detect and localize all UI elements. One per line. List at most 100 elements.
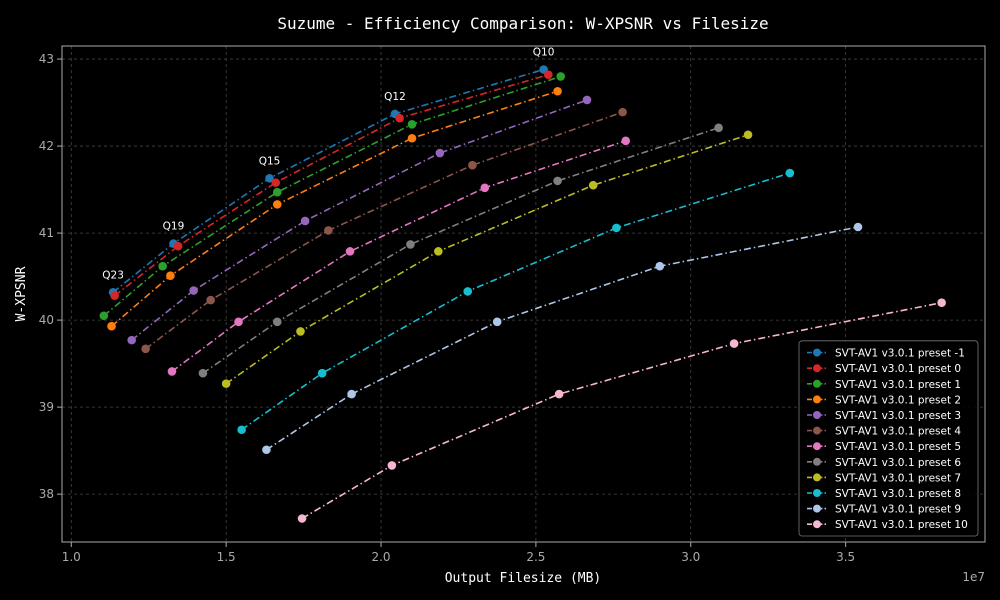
legend-item: SVT-AV1 v3.0.1 preset 6 bbox=[807, 457, 961, 469]
legend-label: SVT-AV1 v3.0.1 preset 9 bbox=[835, 504, 961, 516]
annotation-label: Q23 bbox=[102, 269, 124, 281]
annotation-label: Q15 bbox=[259, 155, 281, 167]
data-point bbox=[435, 148, 445, 158]
series-7 bbox=[198, 123, 723, 378]
legend-marker bbox=[813, 520, 821, 529]
data-point bbox=[297, 514, 307, 523]
data-point bbox=[272, 200, 282, 209]
y-tick-label: 41 bbox=[39, 226, 54, 240]
data-point bbox=[543, 70, 553, 80]
ticks-layer: 1.0 1.5 2.0 2.5 3.0 3.5 38 39 40 41 42 43 bbox=[39, 52, 855, 564]
legend-item: SVT-AV1 v3.0.1 preset 4 bbox=[807, 426, 961, 438]
data-point bbox=[198, 368, 208, 378]
series-10 bbox=[262, 222, 863, 455]
data-point bbox=[107, 321, 116, 331]
legend: SVT-AV1 v3.0.1 preset -1 SVT-AV1 v3.0.1 p… bbox=[798, 340, 979, 537]
legend-marker bbox=[813, 473, 821, 482]
legend-label: SVT-AV1 v3.0.1 preset 3 bbox=[835, 410, 961, 422]
x-tick-label: 3.5 bbox=[836, 550, 855, 564]
series-line bbox=[131, 99, 588, 341]
legend-item: SVT-AV1 v3.0.1 preset 10 bbox=[807, 519, 968, 531]
data-point bbox=[612, 223, 621, 233]
series-line bbox=[171, 140, 626, 373]
data-point bbox=[317, 368, 327, 378]
legend-marker bbox=[813, 348, 821, 357]
data-point bbox=[655, 261, 665, 271]
annotation-label: Q10 bbox=[533, 46, 555, 58]
legend-label: SVT-AV1 v3.0.1 preset 8 bbox=[835, 488, 961, 500]
legend-marker bbox=[813, 442, 821, 451]
x-tick-label: 1.0 bbox=[62, 550, 81, 564]
data-point bbox=[553, 86, 562, 96]
legend-box bbox=[798, 340, 979, 537]
y-tick-label: 42 bbox=[39, 139, 54, 153]
data-point bbox=[167, 367, 177, 376]
legend-marker bbox=[813, 364, 821, 373]
series-layer bbox=[99, 65, 946, 523]
legend-label: SVT-AV1 v3.0.1 preset 10 bbox=[835, 519, 968, 531]
data-point bbox=[463, 287, 473, 296]
data-point bbox=[166, 271, 175, 281]
legend-label: SVT-AV1 v3.0.1 preset 2 bbox=[835, 394, 961, 406]
x-axis-label: Output Filesize (MB) bbox=[445, 571, 602, 586]
legend-item: SVT-AV1 v3.0.1 preset 9 bbox=[807, 504, 961, 516]
legend-item: SVT-AV1 v3.0.1 preset 3 bbox=[807, 410, 961, 422]
data-point bbox=[407, 120, 417, 129]
series-5 bbox=[141, 107, 627, 354]
data-point bbox=[407, 133, 417, 143]
data-point bbox=[492, 317, 502, 327]
data-point bbox=[173, 241, 183, 251]
data-point bbox=[345, 247, 355, 256]
legend-marker bbox=[813, 411, 821, 419]
x-tick-label: 3.0 bbox=[681, 550, 700, 564]
legend-label: SVT-AV1 v3.0.1 preset 0 bbox=[835, 363, 961, 375]
data-point bbox=[480, 183, 490, 193]
data-point bbox=[221, 379, 231, 388]
legend-marker bbox=[813, 504, 821, 513]
series-0 bbox=[108, 65, 548, 297]
chart-title: Suzume - Efficiency Comparison: W-XPSNR … bbox=[277, 14, 768, 33]
data-point bbox=[468, 160, 477, 170]
legend-label: SVT-AV1 v3.0.1 preset 6 bbox=[835, 457, 961, 469]
annotation-layer: Q23 Q19 Q15 Q12 Q10 bbox=[102, 46, 554, 281]
plot-frame bbox=[61, 45, 986, 543]
data-point bbox=[553, 176, 562, 186]
series-9 bbox=[237, 168, 795, 435]
data-point bbox=[265, 173, 274, 183]
data-point bbox=[110, 291, 119, 301]
data-point bbox=[127, 335, 136, 345]
y-tick-label: 43 bbox=[39, 52, 54, 66]
data-point bbox=[296, 327, 305, 336]
data-point bbox=[262, 445, 271, 455]
data-point bbox=[714, 123, 723, 133]
data-point bbox=[588, 180, 598, 190]
data-point bbox=[618, 107, 627, 117]
series-line bbox=[202, 127, 719, 374]
x-exponent-label: 1e7 bbox=[962, 570, 985, 584]
data-point bbox=[387, 461, 397, 470]
data-point bbox=[621, 136, 631, 146]
data-point bbox=[582, 95, 592, 105]
annotation-label: Q19 bbox=[163, 221, 185, 233]
y-tick-label: 38 bbox=[39, 487, 54, 501]
legend-label: SVT-AV1 v3.0.1 preset 5 bbox=[835, 441, 961, 453]
legend-item: SVT-AV1 v3.0.1 preset 8 bbox=[807, 488, 961, 500]
data-point bbox=[729, 339, 739, 348]
data-point bbox=[324, 226, 333, 235]
data-point bbox=[556, 72, 565, 81]
legend-item: SVT-AV1 v3.0.1 preset 7 bbox=[807, 472, 961, 484]
data-point bbox=[743, 130, 753, 140]
data-point bbox=[937, 298, 946, 308]
y-axis-label: W-XPSNR bbox=[14, 266, 29, 321]
legend-marker bbox=[813, 489, 821, 497]
y-tick-label: 39 bbox=[39, 400, 54, 414]
series-line bbox=[112, 68, 544, 293]
data-point bbox=[785, 168, 795, 178]
legend-item: SVT-AV1 v3.0.1 preset 1 bbox=[807, 379, 961, 391]
legend-label: SVT-AV1 v3.0.1 preset 4 bbox=[835, 426, 961, 438]
legend-label: SVT-AV1 v3.0.1 preset 7 bbox=[835, 472, 961, 484]
data-point bbox=[395, 113, 404, 123]
data-point bbox=[237, 425, 246, 435]
data-point bbox=[272, 317, 282, 327]
